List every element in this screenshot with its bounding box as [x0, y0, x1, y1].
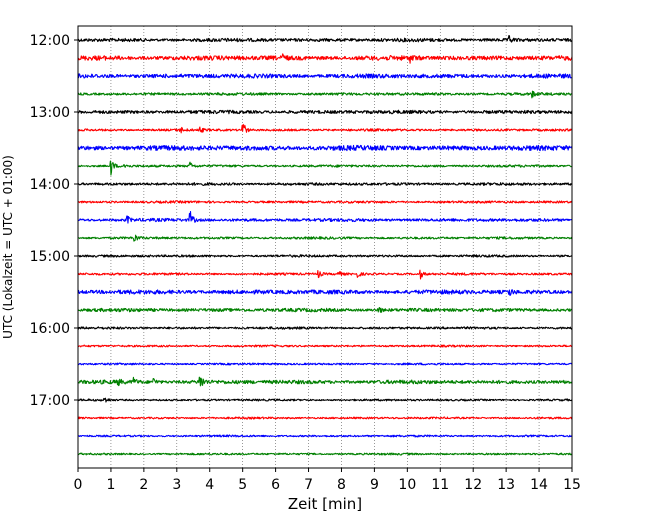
trace-1515	[77, 269, 573, 280]
trace-1530	[77, 289, 573, 296]
x-tick-label: 13	[497, 477, 515, 493]
x-tick-label: 6	[271, 477, 280, 493]
trace-1545	[77, 306, 573, 313]
trace-1415	[77, 200, 573, 204]
x-tick-label: 3	[172, 477, 181, 493]
y-axis-title: UTC (Lokalzeit = UTC + 01:00)	[1, 155, 15, 339]
trace-1730	[77, 434, 573, 438]
trace-1430	[77, 210, 573, 224]
x-tick-label: 12	[464, 477, 482, 493]
x-tick-label: 0	[74, 477, 83, 493]
trace-1615	[77, 344, 573, 348]
x-tick-label: 11	[431, 477, 449, 493]
y-tick-label: 14:00	[30, 177, 70, 193]
plot-background	[78, 26, 572, 468]
x-tick-label: 2	[139, 477, 148, 493]
trace-1215	[77, 53, 573, 64]
x-tick-label: 1	[106, 477, 115, 493]
y-tick-label: 13:00	[30, 105, 70, 121]
trace-1345	[77, 160, 573, 176]
x-axis-title: Zeit [min]	[288, 495, 362, 513]
trace-1315	[77, 123, 573, 134]
y-tick-label: 16:00	[30, 321, 70, 337]
trace-1600	[77, 326, 573, 330]
trace-1630	[77, 362, 573, 366]
y-tick-label: 15:00	[30, 249, 70, 265]
trace-1500	[77, 254, 573, 258]
y-axis-ticks: 12:00 13:00 14:00 15:00 16:00 17:00	[30, 33, 78, 409]
x-axis-ticks: 0 1 2 3 4 5 6 7 8 9 10 11 12 13 14 15	[74, 468, 581, 493]
plot-frame	[77, 25, 573, 469]
trace-group	[77, 35, 573, 456]
x-tick-label: 15	[563, 477, 581, 493]
trace-1300	[77, 109, 573, 115]
x-tick-label: 14	[530, 477, 548, 493]
trace-1200	[77, 35, 573, 43]
trace-1445	[77, 234, 573, 242]
trace-1715	[77, 416, 573, 420]
y-tick-label: 12:00	[30, 33, 70, 49]
trace-1230	[77, 73, 573, 79]
x-tick-label: 5	[238, 477, 247, 493]
y-tick-label: 17:00	[30, 393, 70, 409]
x-tick-label: 8	[337, 477, 346, 493]
x-tick-label: 9	[370, 477, 379, 493]
trace-1245	[77, 90, 573, 99]
trace-1330	[77, 144, 573, 152]
x-tick-label: 7	[304, 477, 313, 493]
trace-1700	[77, 397, 573, 403]
trace-1645	[77, 376, 573, 387]
x-tick-label: 4	[205, 477, 214, 493]
x-tick-label: 10	[398, 477, 416, 493]
trace-1745	[77, 452, 573, 456]
trace-1400	[77, 182, 573, 186]
